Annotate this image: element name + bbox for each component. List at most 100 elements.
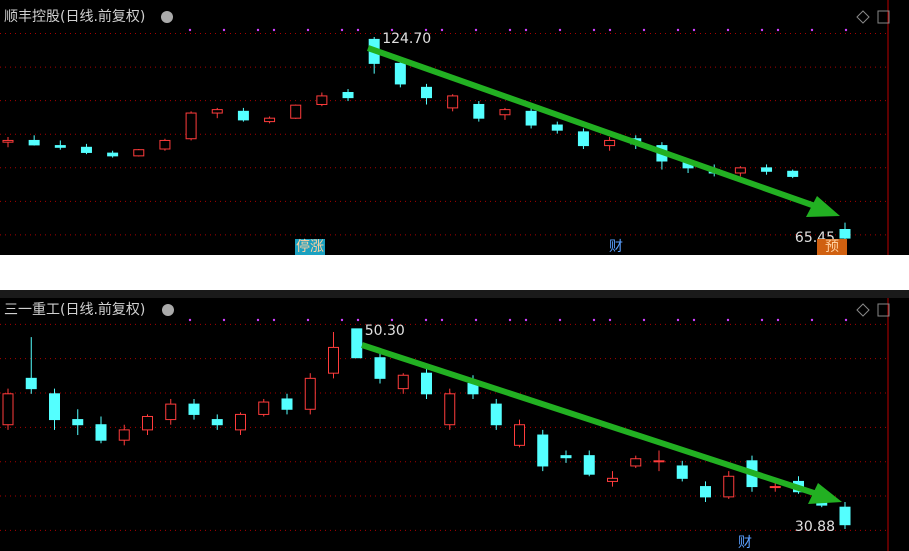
window-icon[interactable]	[877, 10, 890, 24]
candle-body	[211, 109, 223, 114]
signal-dot	[474, 28, 478, 32]
candle-body	[560, 455, 572, 459]
candle-body	[107, 152, 119, 157]
max-label: 124.70	[382, 31, 431, 47]
candle-body	[237, 110, 249, 121]
arrow-head	[808, 483, 842, 504]
signal-dot	[558, 318, 562, 322]
candle-body	[525, 110, 537, 126]
event-marker: 预	[825, 239, 839, 255]
max-label: 50.30	[365, 323, 405, 339]
signal-dot	[692, 318, 696, 322]
signal-dot	[306, 28, 310, 32]
signal-dot	[608, 28, 612, 32]
candle-body	[583, 455, 595, 475]
signal-dot	[188, 318, 192, 322]
arrow-head	[806, 196, 840, 217]
signal-dot	[306, 318, 310, 322]
candle-body	[2, 393, 14, 426]
signal-dot	[424, 28, 428, 32]
signal-dot	[256, 318, 260, 322]
signal-dot	[776, 318, 780, 322]
candle-body	[72, 419, 84, 426]
signal-dot	[676, 318, 680, 322]
candle-body	[211, 419, 223, 426]
diamond-icon[interactable]	[856, 10, 870, 317]
candle-body	[142, 415, 153, 431]
candle-body	[653, 460, 665, 463]
candle-body	[281, 398, 293, 410]
candle-body	[2, 139, 14, 143]
candle-body	[394, 62, 406, 85]
signal-dot	[272, 318, 276, 322]
signal-dot	[592, 28, 596, 32]
signal-dot	[440, 318, 444, 322]
trend-arrows	[361, 45, 842, 504]
candle-body	[351, 328, 363, 359]
trend-arrow	[367, 45, 816, 209]
signal-dot	[776, 28, 780, 32]
signal-dot	[356, 318, 360, 322]
signal-dot	[726, 318, 730, 322]
candle-body	[761, 167, 773, 172]
signal-dot	[188, 28, 192, 32]
signal-dot	[608, 318, 612, 322]
candle-body	[723, 475, 735, 498]
candle-body	[839, 506, 851, 526]
marker-bg	[295, 239, 325, 255]
candle-body	[700, 486, 711, 498]
event-marker: 停涨	[296, 238, 324, 255]
candle-body	[28, 139, 40, 146]
signal-dot	[222, 318, 226, 322]
candle-body	[490, 403, 502, 426]
candle-body	[118, 429, 130, 441]
candle-body	[769, 486, 781, 489]
candle-body	[80, 146, 92, 153]
candle-body	[159, 139, 171, 150]
signal-dot	[810, 318, 814, 322]
candle-body	[165, 403, 177, 421]
min-label: 30.88	[795, 519, 835, 535]
signal-dot	[508, 28, 512, 32]
candle-body	[304, 377, 316, 410]
marker-bg	[817, 239, 847, 255]
candle-body	[54, 145, 66, 148]
candle-body	[342, 91, 354, 99]
candle-body	[787, 170, 799, 177]
signal-dot	[760, 318, 764, 322]
signal-dot	[726, 28, 730, 32]
candle-body	[604, 139, 616, 147]
candle-body	[577, 131, 589, 147]
candle-body	[537, 434, 549, 467]
signal-dot	[272, 28, 276, 32]
signal-dot	[844, 28, 848, 32]
candle-body	[397, 374, 409, 390]
candle-body	[188, 403, 200, 415]
signal-dot	[592, 318, 596, 322]
candle-body	[258, 401, 270, 415]
signal-dot	[524, 318, 528, 322]
candle-body	[49, 393, 60, 421]
candle-body	[473, 103, 485, 119]
candle-body	[328, 346, 339, 374]
candle-body	[185, 112, 197, 140]
candle-body	[630, 458, 642, 467]
signal-dot	[676, 28, 680, 32]
signal-dot	[390, 28, 394, 32]
window-icon[interactable]	[877, 303, 890, 317]
menu-icon[interactable]	[161, 11, 173, 23]
signal-dot	[390, 318, 394, 322]
chart-title: 顺丰控股(日线.前复权)	[4, 8, 145, 25]
signal-dot	[810, 28, 814, 32]
candle-body	[374, 357, 386, 379]
chart-title: 三一重工(日线.前复权)	[4, 301, 145, 318]
candle-body	[514, 424, 525, 446]
signal-dot	[524, 28, 528, 32]
menu-icon[interactable]	[162, 304, 174, 316]
signal-dot	[256, 28, 260, 32]
candle-body	[95, 424, 107, 441]
signal-dot	[356, 28, 360, 32]
candle-body	[25, 377, 37, 390]
signal-dot	[340, 28, 344, 32]
